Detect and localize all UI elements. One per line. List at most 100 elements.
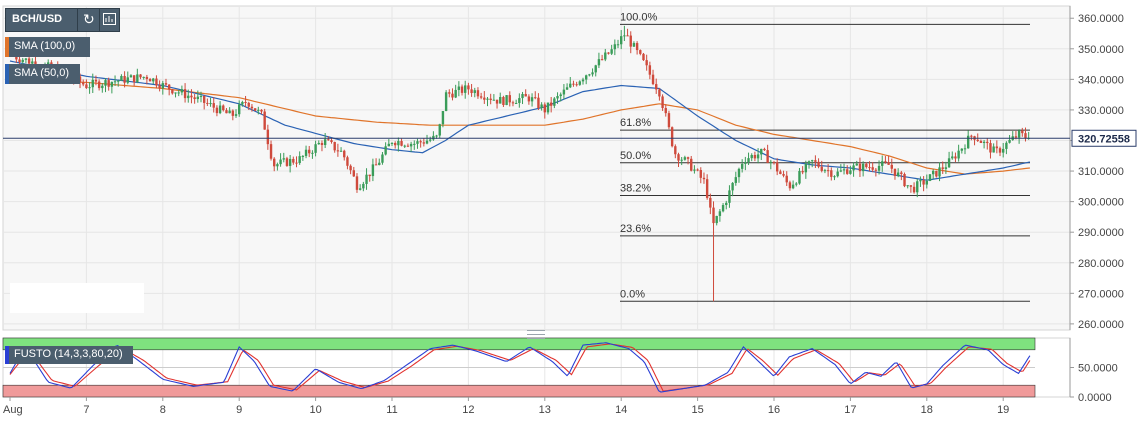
candle-body [530,97,534,102]
candle-body [801,170,804,173]
candle-body [785,175,788,183]
candle-body [890,164,893,169]
candle-body [374,164,378,166]
candle-body [954,156,957,159]
candle-body [91,79,94,88]
candle-body [811,160,814,162]
candle-body [508,95,511,103]
candle-body [639,50,642,54]
candle-body [610,49,613,54]
x-tick-label: 19 [997,404,1009,416]
candle-body [629,35,632,47]
candle-body [241,101,244,105]
candle-body [588,74,591,76]
candle-body [457,86,461,90]
panel-resize-handle[interactable] [527,330,545,339]
candle-body [129,75,133,78]
candle-body [253,108,257,111]
candle-body [626,35,629,37]
fib-level-label: 38.2% [620,183,651,195]
candle-body [486,98,489,100]
candle-body [336,150,340,152]
candle-body [97,81,101,89]
candle-body [479,96,483,98]
candle-body [136,74,139,83]
candle-body [238,104,241,115]
candle-body [202,95,206,103]
candle-body [575,84,578,86]
candle-body [126,77,129,83]
candle-body [842,169,846,171]
candle-body [225,110,228,114]
candle-body [753,154,757,159]
candle-body [705,179,709,198]
candle-body [858,163,862,172]
symbol-label[interactable]: BCH/USD [12,13,63,25]
price-tick-label: 280.0000 [1078,258,1124,270]
candle-body [276,164,279,167]
candle-body [489,98,492,100]
candle-body [874,169,878,171]
candle-body [368,174,371,177]
candle-body [884,161,887,163]
candle-body [613,44,617,50]
legend-sma50[interactable]: SMA (50,0) [5,64,80,84]
candle-body [444,92,448,112]
candle-body [833,176,836,178]
candle-body [696,169,699,171]
candle-body [642,53,645,61]
candle-body [167,84,171,90]
candle-body [24,58,28,60]
candle-body [384,146,387,155]
candle-body [919,180,922,182]
candle-body [308,149,311,154]
x-tick-label: 7 [83,404,89,416]
candle-body [142,76,145,78]
candle-body [591,72,594,75]
indicators-icon[interactable] [103,13,116,25]
candle-body [661,96,664,109]
candle-body [1014,136,1018,138]
candle-body [174,92,177,94]
candle-body [963,148,967,150]
legend-stochastic[interactable]: FUSTO (14,3,3,80,20) [5,346,133,364]
symbol-toolbar: BCH/USD ↻ [5,8,120,32]
candle-body [327,139,330,141]
x-tick-label: 15 [691,404,703,416]
candle-body [836,171,839,177]
candle-body [731,182,734,191]
stoch-d-line [9,343,1031,392]
candle-body [378,162,381,165]
candle-body [903,173,906,187]
candle-body [187,95,190,99]
oscillator-panel: 0.0000 50.0000 [2,337,1118,404]
candle-body [78,76,82,83]
candle-body [807,161,811,164]
candle-body [664,108,667,114]
candle-body [269,144,273,159]
candle-body [540,104,543,109]
candle-body [740,163,744,169]
refresh-icon[interactable]: ↻ [83,11,95,27]
candle-body [604,52,607,60]
legend-sma100[interactable]: SMA (100,0) [5,37,90,57]
candle-body [177,92,180,94]
candle-body [104,80,107,86]
candle-body [145,76,149,80]
candle-body [285,158,289,166]
candle-body [358,188,362,190]
price-tick-label: 290.0000 [1078,227,1124,239]
price-tick-label: 310.0000 [1078,166,1124,178]
candle-body [266,129,270,145]
candle-body [791,184,795,189]
candle-body [470,89,473,94]
candle-body [655,84,658,90]
candle-body [460,86,464,93]
candle-body [597,59,601,66]
candle-body [250,106,254,109]
candle-body [492,99,496,101]
candle-body [1002,148,1005,153]
candle-body [435,135,438,137]
candle-body [683,157,687,160]
candle-body [788,182,792,189]
